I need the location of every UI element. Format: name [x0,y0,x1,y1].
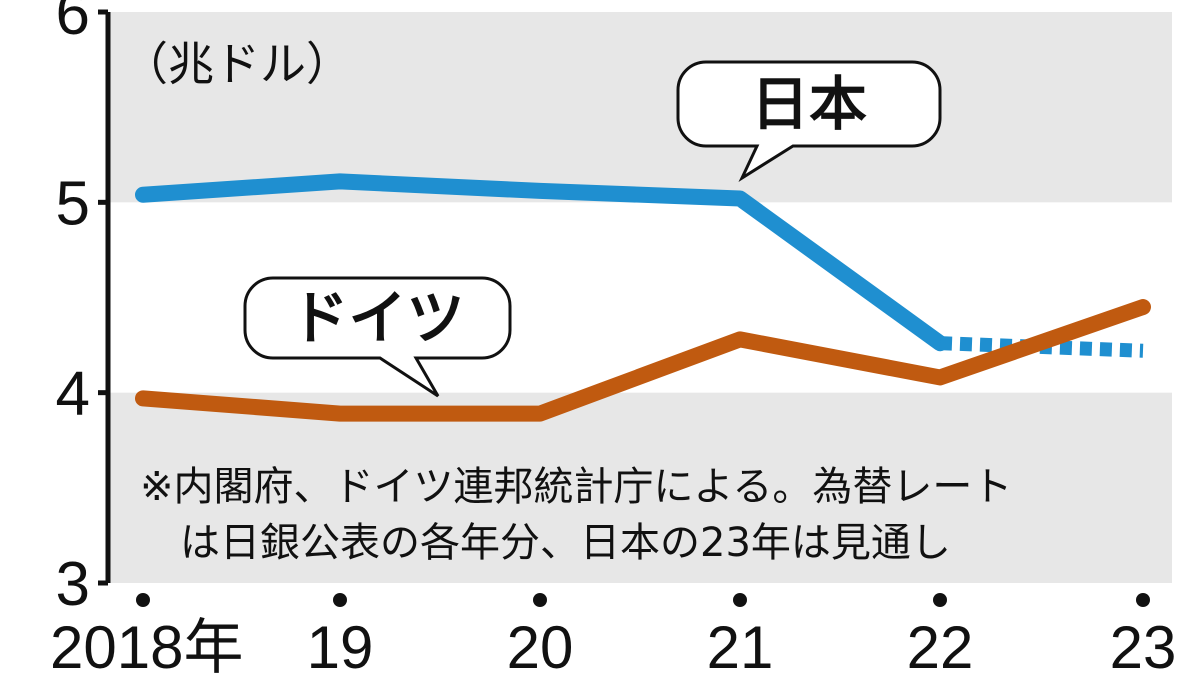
background-bands [108,12,1172,583]
x-tick-dot [533,593,547,607]
note-line-1: ※内閣府、ドイツ連邦統計庁による。為替レート [140,464,1012,510]
x-tick-dot [733,593,747,607]
x-tick-label: 2018年 [50,614,243,676]
x-tick-dot [333,593,347,607]
x-tick-dot [136,593,150,607]
series-germany-bubble [243,276,512,398]
series-line [135,299,1151,422]
series-japan-bubble [676,60,942,182]
x-tick-label: 20 [507,614,574,676]
y-axis-unit: （兆ドル） [122,37,352,91]
note-line-2: は日銀公表の各年分、日本の23年は見通し [180,520,951,566]
x-tick-label: 21 [707,614,774,676]
x-tick-label: 23 [1110,614,1177,676]
x-tick-label: 19 [307,614,374,676]
x-tick-label: 22 [907,614,974,676]
series-lines [135,173,1151,422]
x-tick-dot [933,593,947,607]
series-germany-label: ドイツ [290,284,464,352]
series-japan-label: 日本 [751,70,867,138]
y-tick-label: 3 [56,550,90,619]
y-axis: 3 4 5 6 [56,0,111,619]
y-tick-label: 6 [56,0,90,48]
shaded-band [108,392,1172,583]
x-tick-dot [1136,593,1150,607]
x-axis: 2018年 19 20 21 22 23 [50,593,1176,676]
y-tick-label: 4 [56,360,90,429]
shaded-band [108,12,1172,203]
y-tick-label: 5 [56,169,90,238]
